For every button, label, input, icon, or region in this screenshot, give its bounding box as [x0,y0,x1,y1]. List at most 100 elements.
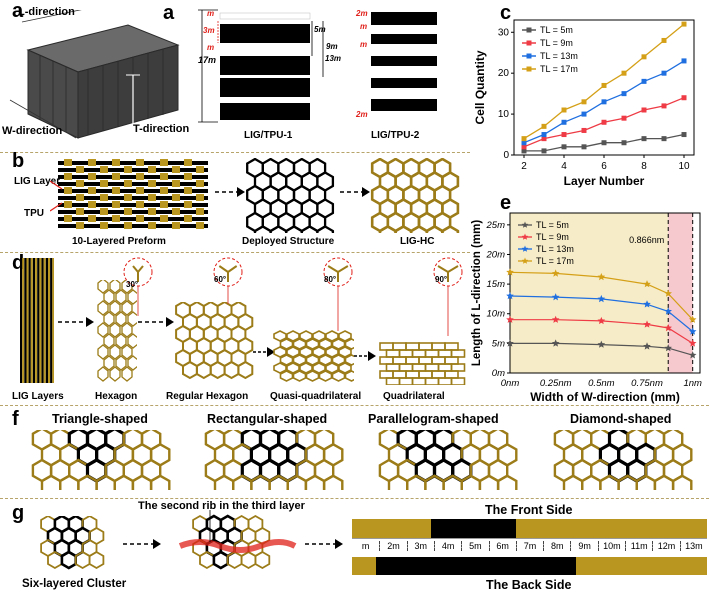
second-rib-caption: The second rib in the third layer [138,500,305,512]
arrow-d3 [253,347,275,357]
tpu-dot [172,166,180,173]
tpu-dot [172,194,180,201]
x-tick-label: 2 [521,161,527,172]
quasi-cell [318,370,333,382]
y-tick-label: 0 [503,150,509,161]
hexagon-caption: Hexagon [95,391,138,402]
quasi-cell [273,362,287,374]
angle-rib [337,265,349,273]
triangle-shaped-title: Triangle-shaped [52,412,148,426]
hex-cell [425,224,444,233]
dim-m-red-4: m [360,40,368,49]
lighc-caption: LIG-HC [400,236,435,247]
tpu-dot [160,159,168,166]
strip-label: 6m [488,541,516,551]
quad-cell [418,356,433,365]
lig-tpu-1-stack [198,9,324,123]
hex-cell [441,224,460,233]
lig-tpu-1-caption: LIG/TPU-1 [244,130,293,141]
quad-cell [379,370,394,379]
legend-marker [526,53,532,59]
tpu-dot [136,159,144,166]
hex-cell [127,311,137,327]
dim-m-red-2: m [207,43,215,52]
data-point [621,70,627,76]
hex-cell [127,355,137,371]
data-point [551,293,560,301]
quasi-cell [338,330,352,342]
quasi-cell [325,346,339,358]
pointer-arrows [50,180,63,212]
angle-30: 30° [126,280,139,289]
tpu-dot [124,208,132,215]
hex-cell [109,300,121,316]
strip-label: m [361,541,370,551]
lig-layer-line [58,217,208,221]
x-tick-label: 8 [641,161,647,172]
angle-90: 90° [435,275,448,284]
lig-layers-stack [20,258,54,383]
hex-cell [103,355,115,371]
legend-marker [521,257,529,264]
panel-label-c: c [500,2,512,24]
lig-layer-line [28,258,31,383]
data-point [621,115,627,121]
lig-layer-line [58,175,208,179]
quad-cell [444,370,459,379]
quasi-cell [305,338,320,350]
hex-cell [113,474,135,490]
y-axis-title: Length of L-direction (mm) [471,220,483,366]
angle-rib [218,265,229,273]
hex-cell [88,550,105,570]
dim-13m: 13m [325,54,342,63]
chart-cell-quantity: 2 4 6 8 10 0 10 20 30 Layer Number Cell Quantity TL… [473,19,695,188]
tpu-dot [76,208,84,215]
tpu-dot [124,166,132,173]
quasi-cell [299,362,313,374]
tpu-dot [88,201,96,208]
lig-layer-line [24,258,27,383]
hex-cell [149,474,171,490]
l-direction-label: L-direction [18,6,75,18]
tpu-dot [100,166,108,173]
lig-layer-label: LIG Layer [14,176,61,187]
hex-cell [237,360,254,380]
hex-cell [97,300,109,316]
tpu-dot [64,187,72,194]
angle-rib [447,265,459,273]
dim-9m: 9m [326,42,338,51]
front-side-title: The Front Side [485,503,573,517]
hex-cell [478,474,500,490]
y-tick-label: 10m [487,309,506,320]
tpu-dot [148,180,156,187]
tpu-line [26,258,29,383]
tpu-label: TPU [24,208,44,219]
tpu-dot [184,201,192,208]
parallelogram-cluster [378,430,518,490]
lig-layer-line [20,258,23,383]
hex-cell [223,360,240,380]
data-point [621,140,627,146]
hex-cell [316,225,335,233]
tpu-dot [100,194,108,201]
series-line [510,319,694,344]
hex-cell [209,360,226,380]
lig-layer-line [37,258,40,383]
data-point [601,140,607,146]
quasi-cell [299,330,313,342]
data-point [643,320,651,328]
lig-layer-line [58,168,208,172]
hex-cell [47,550,63,570]
hex-cell [496,474,518,490]
hex-cell [581,474,602,490]
tpu-dot [100,222,108,229]
legend-label: TL = 13m [540,51,578,61]
tpu-dot [196,166,204,173]
quasi-cell [279,370,294,382]
data-point [643,342,651,350]
quasi-cell [292,338,307,350]
strip-label: 13m [679,541,707,551]
data-point [581,111,587,117]
data-point [601,99,607,105]
hex-cell [182,360,198,380]
